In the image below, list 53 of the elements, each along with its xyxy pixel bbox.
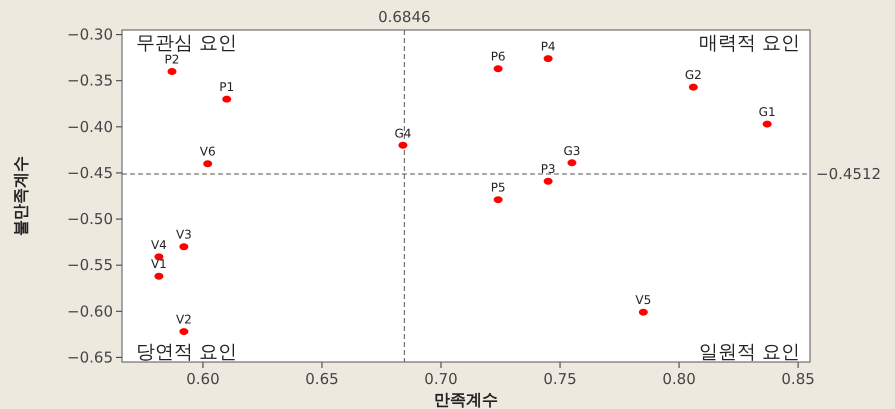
y-tick-label: −0.60 bbox=[67, 302, 113, 320]
annotation: G4 bbox=[394, 126, 412, 140]
annotation: 매력적 요인 bbox=[698, 32, 800, 54]
annotation: P5 bbox=[490, 180, 506, 195]
annotation: G1 bbox=[758, 105, 776, 120]
point bbox=[494, 196, 503, 204]
y-tick-label: −0.35 bbox=[67, 72, 113, 90]
annotation: 무관심 요인 bbox=[136, 32, 238, 54]
annotation: V5 bbox=[635, 293, 652, 308]
point bbox=[494, 65, 503, 72]
x-tick-label: 0.80 bbox=[662, 370, 696, 388]
point bbox=[179, 243, 188, 250]
annotation: G3 bbox=[563, 144, 580, 158]
point bbox=[203, 160, 212, 168]
y-tick-label: −0.65 bbox=[67, 348, 113, 366]
point bbox=[688, 84, 698, 91]
annotation: G2 bbox=[684, 68, 702, 82]
annotation: 일원적 요인 bbox=[698, 341, 800, 363]
y-tick-label: −0.30 bbox=[67, 26, 113, 44]
x-tick-label: 0.75 bbox=[543, 370, 577, 388]
annotation: P4 bbox=[540, 40, 556, 54]
point bbox=[638, 308, 648, 316]
y-tick-label: −0.45 bbox=[67, 164, 113, 182]
annotation: P3 bbox=[540, 162, 556, 176]
point bbox=[544, 178, 553, 185]
x-tick-label: 0.70 bbox=[424, 370, 458, 388]
x-axis-title: 만족계수 bbox=[434, 390, 498, 409]
annotation: P1 bbox=[219, 80, 234, 94]
annotation: 당연적 요인 bbox=[136, 341, 238, 363]
point bbox=[567, 159, 576, 166]
ref-line-label: 0.6846 bbox=[378, 8, 431, 26]
x-tick-label: 0.85 bbox=[781, 370, 815, 388]
ref-line-label: −0.4512 bbox=[816, 165, 882, 184]
y-tick-label: −0.55 bbox=[67, 256, 113, 274]
annotation: V1 bbox=[150, 257, 167, 272]
annotation: V4 bbox=[150, 238, 167, 252]
point bbox=[167, 68, 176, 75]
y-axis-title: 불만족계수 bbox=[11, 156, 30, 236]
point bbox=[398, 142, 408, 149]
y-tick-label: −0.50 bbox=[67, 210, 113, 228]
point bbox=[762, 120, 772, 128]
x-tick-label: 0.65 bbox=[305, 370, 339, 388]
point bbox=[544, 55, 553, 62]
point bbox=[154, 272, 164, 280]
annotation: V3 bbox=[176, 228, 192, 242]
annotation: P2 bbox=[164, 52, 180, 66]
annotation: V6 bbox=[200, 144, 216, 159]
point bbox=[179, 328, 188, 336]
annotation: V2 bbox=[176, 312, 192, 327]
point bbox=[222, 96, 232, 103]
x-tick-label: 0.60 bbox=[186, 370, 220, 388]
y-tick-label: −0.40 bbox=[67, 118, 113, 136]
annotation: P6 bbox=[490, 50, 506, 64]
